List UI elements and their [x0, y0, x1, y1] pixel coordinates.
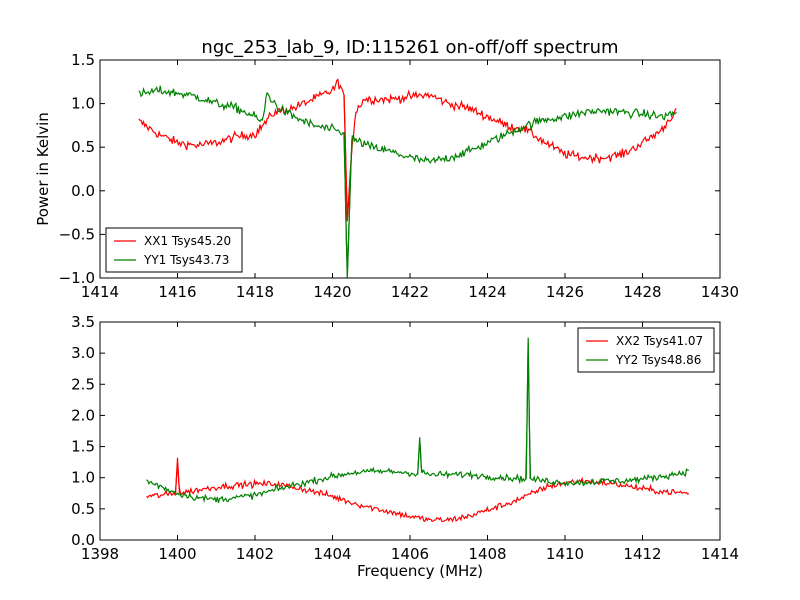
x-tick-label: 1404 [313, 545, 351, 563]
y-tick-label: 1.0 [71, 95, 95, 113]
y-tick-label: 1.5 [71, 51, 95, 69]
spectral-spike [417, 437, 423, 475]
series-line-xx2 [146, 463, 690, 523]
x-tick-label: 1426 [546, 283, 584, 301]
y-tick-label: 0.0 [71, 182, 95, 200]
y-tick-label: 3.0 [71, 344, 95, 362]
x-tick-label: 1428 [623, 283, 661, 301]
x-tick-label: 1420 [313, 283, 351, 301]
y-tick-label: 2.0 [71, 406, 95, 424]
legend-entry: XX2 Tsys41.07 [616, 334, 703, 348]
series-line-yy1 [138, 85, 677, 272]
x-tick-label: 1414 [81, 283, 119, 301]
x-tick-label: 1412 [623, 545, 661, 563]
bottom-spectrum-panel: 1398 1400 1402 1404 1406 1408 1410 1412 1414 0.0 0… [71, 313, 739, 580]
x-tick-label: 1422 [391, 283, 429, 301]
legend-entry: YY1 Tsys43.73 [143, 253, 229, 267]
legend-entry: XX1 Tsys45.20 [144, 234, 231, 248]
x-tick-label: 1406 [391, 545, 429, 563]
legend-entry: YY2 Tsys48.86 [615, 353, 701, 367]
x-tick-label: 1416 [158, 283, 196, 301]
x-tick-label: 1408 [468, 545, 506, 563]
y-tick-label: −0.5 [59, 225, 95, 243]
x-tick-label: 1398 [81, 545, 119, 563]
y-axis-label: Power in Kelvin [34, 112, 52, 226]
x-tick-label: 1402 [236, 545, 274, 563]
figure-title: ngc_253_lab_9, ID:115261 on-off/off spec… [201, 37, 618, 58]
legend: XX2 Tsys41.07 YY2 Tsys48.86 [577, 327, 715, 373]
y-tick-label: 0.0 [71, 531, 95, 549]
y-tick-label: 1.0 [71, 469, 95, 487]
y-tick-label: 3.5 [71, 313, 95, 331]
y-tick-label: −1.0 [59, 269, 95, 287]
x-tick-label: 1430 [701, 283, 739, 301]
x-tick-label: 1418 [236, 283, 274, 301]
series-line-xx1 [138, 78, 677, 215]
x-tick-label: 1400 [158, 545, 196, 563]
y-tick-label: 2.5 [71, 375, 95, 393]
x-tick-label: 1410 [546, 545, 584, 563]
spectral-spike [174, 457, 181, 494]
legend: XX1 Tsys45.20 YY1 Tsys43.73 [105, 227, 243, 273]
x-axis-label: Frequency (MHz) [357, 562, 483, 580]
top-spectrum-panel: 1414 1416 1418 1420 1422 1424 1426 1428 1430 −1.0… [34, 51, 739, 301]
y-tick-label: 1.5 [71, 438, 95, 456]
spectral-spike [343, 134, 353, 278]
x-tick-label: 1424 [468, 283, 506, 301]
x-tick-label: 1414 [701, 545, 739, 563]
spectral-spike [525, 337, 531, 479]
y-tick-label: 0.5 [71, 138, 95, 156]
y-tick-label: 0.5 [71, 500, 95, 518]
